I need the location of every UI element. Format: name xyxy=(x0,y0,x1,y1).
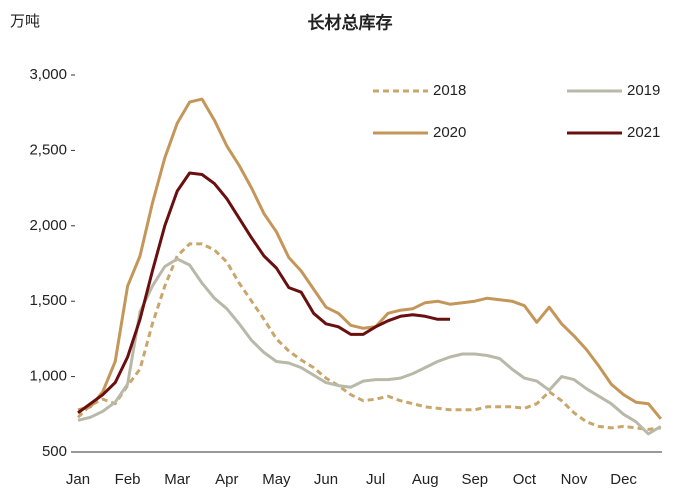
x-tick-label: Mar xyxy=(164,471,190,488)
x-tick-label: Sep xyxy=(461,471,488,488)
series-line xyxy=(77,97,662,420)
y-tick-label: 500 xyxy=(42,443,67,460)
y-unit-label: 万吨 xyxy=(10,13,40,30)
x-tick-label: Jan xyxy=(66,471,90,488)
x-tick-label: Aug xyxy=(412,471,439,488)
x-tick-label: Dec xyxy=(610,471,637,488)
chart-title: 长材总库存 xyxy=(308,12,393,32)
x-tick-label: Feb xyxy=(115,471,141,488)
legend-label: 2021 xyxy=(627,124,660,141)
x-tick-label: Apr xyxy=(215,471,238,488)
y-tick-label: 1,000 xyxy=(29,368,67,385)
x-tick-label: Nov xyxy=(561,471,588,488)
legend-label: 2018 xyxy=(433,82,466,99)
x-tick-label: Oct xyxy=(513,471,537,488)
y-tick-label: 1,500 xyxy=(29,292,67,309)
legend-label: 2020 xyxy=(433,124,466,141)
series-line xyxy=(77,171,450,415)
y-tick-label: 3,000 xyxy=(29,66,67,83)
x-tick-label: May xyxy=(262,471,291,488)
x-tick-label: Jul xyxy=(366,471,385,488)
series-line xyxy=(77,257,662,436)
legend-label: 2019 xyxy=(627,82,660,99)
x-tick-label: Jun xyxy=(314,471,338,488)
y-tick-label: 2,000 xyxy=(29,217,67,234)
y-tick-label: 2,500 xyxy=(29,141,67,158)
